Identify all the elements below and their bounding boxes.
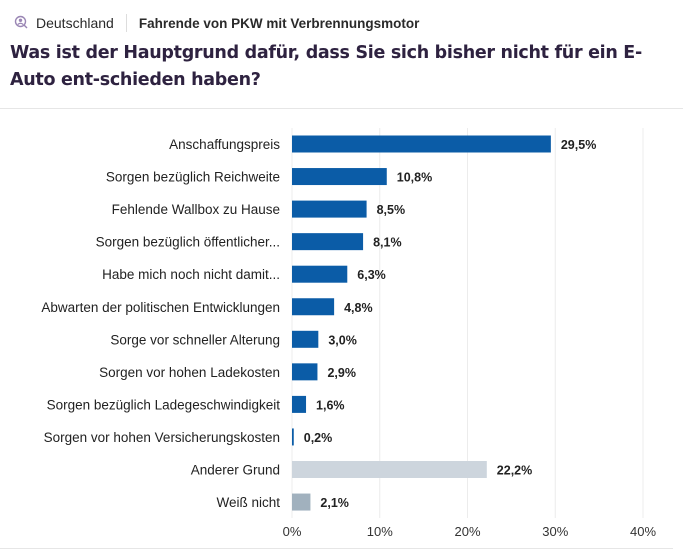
data-label: 8,1%: [373, 236, 402, 250]
bar: [292, 200, 367, 218]
category-label: Anschaffungspreis: [169, 137, 280, 152]
category-label: Sorgen bezüglich Reichweite: [106, 170, 280, 185]
data-label: 29,5%: [561, 138, 596, 152]
person-search-icon: [14, 15, 28, 32]
bar: [292, 428, 294, 446]
question-title: Was ist der Hauptgrund dafür, dass Sie s…: [10, 43, 642, 90]
category-label: Sorgen bezüglich Ladegeschwindigkeit: [47, 397, 281, 412]
category-label: Sorgen vor hohen Ladekosten: [99, 365, 280, 380]
x-tick-label: 10%: [367, 524, 393, 539]
x-tick-label: 40%: [630, 524, 656, 539]
category-label: Sorgen bezüglich öffentlicher...: [96, 235, 280, 250]
bar: [292, 233, 364, 251]
bar: [292, 135, 551, 153]
bar: [292, 298, 335, 316]
divider: [125, 14, 127, 32]
data-label: 3,0%: [328, 333, 357, 347]
bar: [292, 265, 348, 283]
category-label: Sorge vor schneller Alterung: [110, 332, 280, 347]
category-label: Sorgen vor hohen Versicherungskosten: [44, 430, 280, 445]
header: Deutschland Fahrende von PKW mit Verbren…: [14, 14, 419, 32]
bar: [292, 330, 319, 348]
segment-label: Fahrende von PKW mit Verbrennungsmotor: [138, 15, 420, 31]
divider: [0, 548, 673, 549]
bar: [292, 461, 487, 478]
data-label: 22,2%: [497, 464, 532, 478]
divider: [0, 108, 683, 109]
data-label: 1,6%: [316, 398, 345, 412]
category-label: Fehlende Wallbox zu Hause: [112, 202, 280, 217]
data-label: 6,3%: [357, 268, 386, 282]
bar: [292, 168, 387, 186]
x-tick-label: 30%: [542, 524, 568, 539]
data-label: 2,9%: [327, 366, 356, 380]
category-label: Anderer Grund: [191, 463, 280, 478]
category-label: Weiß nicht: [216, 495, 280, 510]
country-label: Deutschland: [36, 15, 114, 31]
data-label: 4,8%: [344, 301, 373, 315]
x-tick-label: 20%: [454, 524, 480, 539]
bar: [292, 493, 311, 511]
category-label: Habe mich noch nicht damit...: [102, 267, 280, 282]
data-label: 2,1%: [320, 496, 349, 510]
x-tick-label: 0%: [283, 524, 302, 539]
category-label: Abwarten der politischen Entwicklungen: [41, 300, 280, 315]
bar: [292, 363, 318, 381]
data-label: 8,5%: [377, 203, 406, 217]
data-label: 0,2%: [304, 431, 333, 445]
bar: [292, 395, 307, 413]
data-label: 10,8%: [397, 171, 432, 185]
